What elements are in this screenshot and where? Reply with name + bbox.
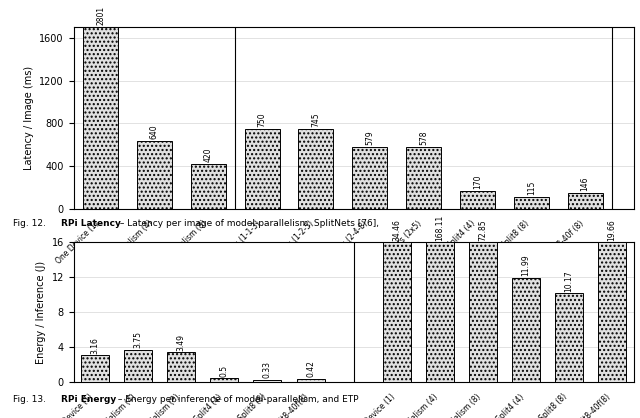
Bar [298, 129, 333, 209]
Bar [568, 194, 603, 209]
Text: 0.5: 0.5 [220, 364, 229, 377]
Text: 2801: 2801 [96, 6, 105, 25]
Bar [512, 278, 540, 382]
Text: 745: 745 [312, 113, 321, 127]
Bar [253, 380, 282, 382]
Bar [555, 293, 583, 382]
Text: 72.85: 72.85 [478, 219, 487, 241]
Text: 3.49: 3.49 [177, 334, 186, 351]
Text: 168.11: 168.11 [435, 215, 444, 241]
Bar [244, 129, 280, 209]
Text: Fig. 12.: Fig. 12. [13, 219, 54, 229]
Text: Most Recent Related Work [76]: Most Recent Related Work [76] [284, 289, 402, 298]
Bar [460, 191, 495, 209]
Text: 3.75: 3.75 [134, 331, 143, 348]
Text: 0.33: 0.33 [263, 361, 272, 378]
Bar [211, 378, 238, 382]
Bar [137, 140, 172, 209]
Text: 750: 750 [257, 112, 267, 127]
Bar [514, 197, 548, 209]
Bar [296, 379, 324, 382]
Text: 34.46: 34.46 [392, 219, 401, 241]
Bar [598, 242, 626, 382]
Bar [191, 164, 226, 209]
Y-axis label: Energy / Inference (J): Energy / Inference (J) [36, 261, 46, 364]
Bar [469, 242, 497, 382]
Text: 115: 115 [527, 181, 536, 195]
Text: 579: 579 [365, 130, 374, 145]
Text: 0.42: 0.42 [306, 361, 315, 377]
Text: 578: 578 [419, 131, 428, 145]
Text: 640: 640 [150, 124, 159, 139]
Text: 170: 170 [473, 174, 482, 189]
Text: – Latency per image of model-parallelism, SplitNets [76],: – Latency per image of model-parallelism… [117, 219, 379, 229]
Text: – Energy per inference of model-parallelism, and ETP: – Energy per inference of model-parallel… [115, 395, 358, 404]
Text: 3.16: 3.16 [91, 336, 100, 354]
Bar [83, 27, 118, 209]
Text: RPi Latency: RPi Latency [61, 219, 121, 229]
Text: AlexNet: AlexNet [325, 311, 361, 320]
Text: 420: 420 [204, 148, 212, 162]
Bar [352, 147, 387, 209]
Bar [81, 355, 109, 382]
Y-axis label: Latency / Image (ms): Latency / Image (ms) [24, 66, 34, 170]
Text: RPi Energy: RPi Energy [61, 395, 116, 404]
Text: Fig. 13.: Fig. 13. [13, 395, 55, 404]
Text: 10.17: 10.17 [564, 270, 573, 292]
Bar [406, 147, 441, 209]
Bar [167, 352, 195, 382]
Bar [426, 242, 454, 382]
Text: 146: 146 [580, 177, 589, 191]
Text: 11.99: 11.99 [522, 255, 531, 276]
Bar [124, 349, 152, 382]
Text: 19.66: 19.66 [607, 219, 616, 241]
Bar [383, 242, 411, 382]
